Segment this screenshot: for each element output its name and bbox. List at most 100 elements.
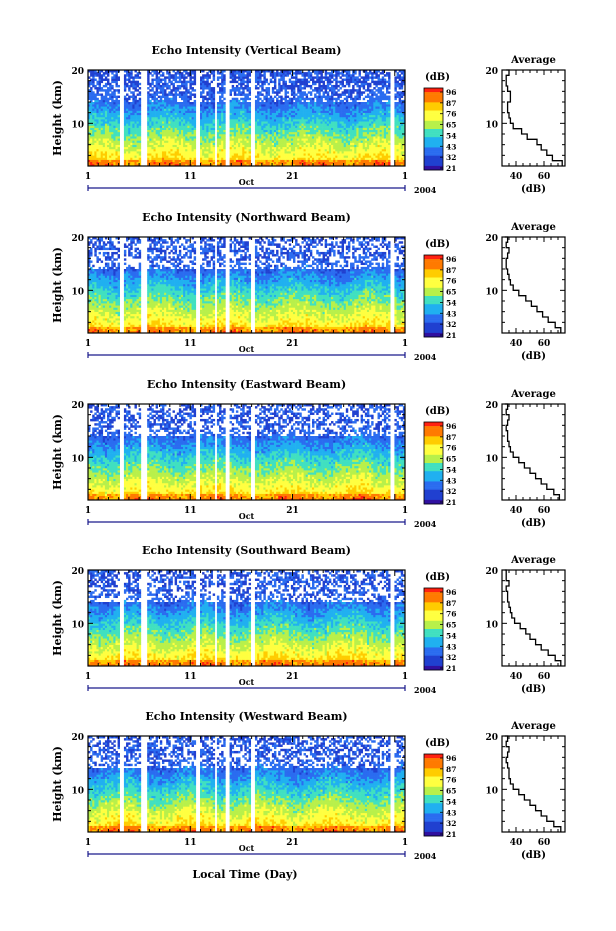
heatmap-cell bbox=[123, 95, 127, 99]
heatmap-cell bbox=[371, 148, 374, 152]
heatmap-cell bbox=[204, 84, 207, 88]
heatmap-cell bbox=[301, 116, 304, 120]
heatmap-cell bbox=[280, 116, 283, 120]
heatmap-cell bbox=[373, 131, 376, 135]
heatmap-cell bbox=[267, 91, 271, 94]
heatmap-cell bbox=[331, 129, 334, 133]
heatmap-cell bbox=[307, 155, 311, 158]
heatmap-cell bbox=[356, 119, 359, 122]
heatmap-cell bbox=[362, 153, 366, 156]
heatmap-cell bbox=[233, 119, 237, 122]
heatmap-cell bbox=[369, 138, 372, 141]
heatmap-cell bbox=[288, 84, 292, 88]
heatmap-cell bbox=[326, 106, 330, 109]
heatmap-cell bbox=[100, 140, 104, 143]
heatmap-cell bbox=[178, 151, 182, 154]
heatmap-cell bbox=[189, 144, 192, 148]
heatmap-cell bbox=[366, 102, 370, 105]
heatmap-cell bbox=[113, 80, 116, 84]
heatmap-cell bbox=[132, 78, 135, 81]
heatmap-cell bbox=[371, 142, 374, 145]
heatmap-cell bbox=[149, 108, 152, 111]
heatmap-cell bbox=[164, 163, 167, 167]
heatmap-cell bbox=[96, 97, 99, 101]
heatmap-cell bbox=[278, 112, 281, 116]
heatmap-cell bbox=[126, 93, 129, 96]
heatmap-cell bbox=[299, 159, 302, 163]
heatmap-cell bbox=[189, 146, 192, 150]
heatmap-cell bbox=[276, 106, 279, 109]
heatmap-cell bbox=[155, 70, 159, 73]
heatmap-cell bbox=[259, 144, 262, 148]
heatmap-cell bbox=[187, 153, 190, 156]
heatmap-cell bbox=[335, 76, 338, 79]
heatmap-cell bbox=[318, 119, 321, 122]
heatmap-cell bbox=[341, 123, 345, 126]
heatmap-cell bbox=[284, 123, 287, 126]
heatmap-cell bbox=[153, 78, 156, 81]
heatmap-cell bbox=[284, 93, 287, 96]
heatmap-cell bbox=[350, 116, 353, 120]
heatmap-cell bbox=[191, 131, 194, 135]
heatmap-cell bbox=[130, 108, 133, 111]
heatmap-cell bbox=[295, 144, 298, 148]
heatmap-cell bbox=[326, 80, 330, 84]
heatmap-cell bbox=[265, 142, 268, 145]
heatmap-cell bbox=[166, 72, 169, 75]
heatmap-cell bbox=[246, 78, 249, 81]
heatmap-cell bbox=[235, 159, 239, 163]
heatmap-cell bbox=[259, 108, 262, 111]
heatmap-cell bbox=[153, 114, 156, 118]
heatmap-cell bbox=[88, 114, 91, 118]
heatmap-cell bbox=[261, 119, 264, 122]
heatmap-cell bbox=[229, 151, 232, 154]
heatmap-cell bbox=[282, 146, 285, 150]
heatmap-cell bbox=[113, 131, 116, 135]
heatmap-cell bbox=[123, 97, 127, 101]
heatmap-cell bbox=[366, 121, 370, 124]
heatmap-cell bbox=[265, 89, 268, 92]
heatmap-cell bbox=[219, 82, 222, 86]
heatmap-cell bbox=[155, 80, 159, 84]
heatmap-cell bbox=[153, 142, 156, 145]
heatmap-cell bbox=[216, 136, 220, 139]
heatmap-cell bbox=[257, 157, 260, 160]
heatmap-cell bbox=[166, 157, 169, 160]
heatmap-cell bbox=[117, 161, 120, 165]
heatmap-cell bbox=[263, 82, 266, 86]
heatmap-cell bbox=[360, 134, 364, 137]
heatmap-cell bbox=[155, 131, 159, 135]
heatmap-cell bbox=[221, 108, 224, 111]
heatmap-cell bbox=[278, 155, 281, 158]
heatmap-cell bbox=[176, 110, 180, 113]
heatmap-cell bbox=[280, 148, 283, 152]
heatmap-cell bbox=[193, 159, 197, 163]
heatmap-cell bbox=[111, 136, 114, 139]
heatmap-cell bbox=[337, 106, 340, 109]
heatmap-cell bbox=[128, 112, 131, 116]
heatmap-cell bbox=[307, 108, 311, 111]
heatmap-cell bbox=[282, 84, 285, 88]
heatmap-cell bbox=[339, 102, 342, 105]
heatmap-cell bbox=[259, 72, 262, 75]
heatmap-cell bbox=[92, 106, 95, 109]
heatmap-cell bbox=[109, 121, 112, 124]
heatmap-cell bbox=[200, 163, 203, 167]
heatmap-cell bbox=[221, 157, 224, 160]
heatmap-cell bbox=[92, 95, 95, 99]
heatmap-cell bbox=[149, 134, 152, 137]
heatmap-cell bbox=[299, 72, 302, 75]
heatmap-cell bbox=[267, 140, 271, 143]
heatmap-cell bbox=[134, 82, 137, 86]
heatmap-cell bbox=[90, 89, 93, 92]
heatmap-cell bbox=[358, 123, 361, 126]
heatmap-cell bbox=[303, 121, 306, 124]
heatmap-cell bbox=[238, 163, 241, 167]
heatmap-cell bbox=[94, 155, 97, 158]
heatmap-cell bbox=[360, 138, 364, 141]
heatmap-cell bbox=[345, 151, 349, 154]
heatmap-cell bbox=[193, 106, 197, 109]
heatmap-cell bbox=[360, 148, 364, 152]
heatmap-cell bbox=[364, 134, 368, 137]
heatmap-cell bbox=[134, 80, 137, 84]
